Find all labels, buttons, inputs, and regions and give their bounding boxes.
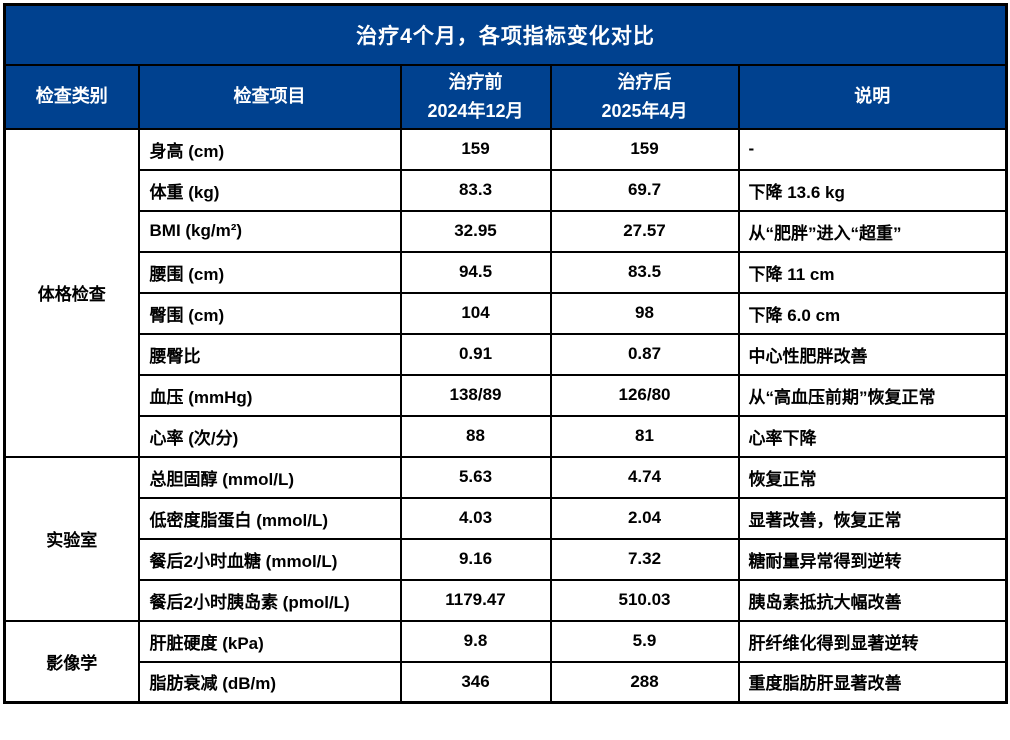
before-value-cell: 159: [399, 127, 552, 171]
note-cell: 下降 11 cm: [737, 250, 1008, 294]
note-cell: 糖耐量异常得到逆转: [737, 537, 1008, 581]
note-cell: 中心性肥胖改善: [737, 332, 1008, 376]
before-value-cell: 88: [399, 414, 552, 458]
header-label-line2: 2025年4月: [601, 100, 688, 121]
item-cell: 肝脏硬度 (kPa): [137, 619, 402, 663]
before-value-cell: 346: [399, 660, 552, 704]
after-value-cell: 27.57: [549, 209, 740, 253]
item-cell: 餐后2小时血糖 (mmol/L): [137, 537, 402, 581]
after-value-cell: 7.32: [549, 537, 740, 581]
table-row: 体重 (kg) 83.3 69.7 下降 13.6 kg: [5, 168, 1008, 212]
header-label-line1: 治疗后: [617, 71, 672, 92]
after-value-cell: 5.9: [549, 619, 740, 663]
after-value-cell: 126/80: [549, 373, 740, 417]
before-value-cell: 0.91: [399, 332, 552, 376]
before-value-cell: 94.5: [399, 250, 552, 294]
table-row: 脂肪衰减 (dB/m) 346 288 重度脂肪肝显著改善: [5, 660, 1008, 704]
table-row: 心率 (次/分) 88 81 心率下降: [5, 414, 1008, 458]
after-value-cell: 510.03: [549, 578, 740, 622]
table-title: 治疗4个月，各项指标变化对比: [3, 3, 1008, 66]
table-row: 低密度脂蛋白 (mmol/L) 4.03 2.04 显著改善，恢复正常: [5, 496, 1008, 540]
before-value-cell: 32.95: [399, 209, 552, 253]
after-value-cell: 0.87: [549, 332, 740, 376]
category-cell: 体格检查: [3, 127, 140, 458]
category-cell: 实验室: [3, 455, 140, 622]
item-cell: 体重 (kg): [137, 168, 402, 212]
before-value-cell: 138/89: [399, 373, 552, 417]
note-cell: 重度脂肪肝显著改善: [737, 660, 1008, 704]
before-value-cell: 5.63: [399, 455, 552, 499]
before-value-cell: 104: [399, 291, 552, 335]
col-header-note: 说明: [737, 63, 1008, 130]
note-cell: 下降 13.6 kg: [737, 168, 1008, 212]
item-cell: 身高 (cm): [137, 127, 402, 171]
note-cell: 从“高血压前期”恢复正常: [737, 373, 1008, 417]
note-cell: 从“肥胖”进入“超重”: [737, 209, 1008, 253]
note-cell: 恢复正常: [737, 455, 1008, 499]
table-row: 腰围 (cm) 94.5 83.5 下降 11 cm: [5, 250, 1008, 294]
table-body: 体格检查 身高 (cm) 159 159- 体重 (kg) 83.3 69.7 下降 13.6…: [3, 127, 1008, 704]
after-value-cell: 4.74: [549, 455, 740, 499]
note-cell: 下降 6.0 cm: [737, 291, 1008, 335]
item-cell: 血压 (mmHg): [137, 373, 402, 417]
col-header-before: 治疗前 2024年12月: [399, 63, 552, 130]
after-value-cell: 159: [549, 127, 740, 171]
table-row: 臀围 (cm) 104 98 下降 6.0 cm: [5, 291, 1008, 335]
note-cell: -: [737, 127, 1008, 171]
table-row: 餐后2小时血糖 (mmol/L) 9.16 7.32 糖耐量异常得到逆转: [5, 537, 1008, 581]
col-header-category: 检查类别: [3, 63, 140, 130]
col-header-after: 治疗后 2025年4月: [549, 63, 740, 130]
note-cell: 显著改善，恢复正常: [737, 496, 1008, 540]
before-value-cell: 4.03: [399, 496, 552, 540]
header-row: 检查类别 检查项目 治疗前 2024年12月 治疗后 2025年4月 说明: [3, 63, 1008, 130]
item-cell: 腰围 (cm): [137, 250, 402, 294]
note-cell: 胰岛素抵抗大幅改善: [737, 578, 1008, 622]
item-cell: 餐后2小时胰岛素 (pmol/L): [137, 578, 402, 622]
item-cell: 脂肪衰减 (dB/m): [137, 660, 402, 704]
note-cell: 心率下降: [737, 414, 1008, 458]
header-label: 说明: [854, 86, 891, 106]
table-row: 影像学 肝脏硬度 (kPa) 9.8 5.9 肝纤维化得到显著逆转: [3, 619, 1008, 704]
after-value-cell: 83.5: [549, 250, 740, 294]
after-value-cell: 69.7: [549, 168, 740, 212]
header-label-line1: 治疗前: [448, 71, 503, 92]
item-cell: 总胆固醇 (mmol/L): [137, 455, 402, 499]
before-value-cell: 9.16: [399, 537, 552, 581]
table-row: 体格检查 身高 (cm) 159 159-: [3, 127, 1008, 458]
table-row: 实验室 总胆固醇 (mmol/L) 5.63 4.74 恢复正常: [3, 455, 1008, 622]
item-cell: 心率 (次/分): [137, 414, 402, 458]
item-cell: 低密度脂蛋白 (mmol/L): [137, 496, 402, 540]
table-row: BMI (kg/m²) 32.95 27.57 从“肥胖”进入“超重”: [5, 209, 1008, 253]
comparison-table: 治疗4个月，各项指标变化对比 检查类别 检查项目 治疗前 2024年12月 治疗…: [3, 3, 1009, 704]
before-value-cell: 1179.47: [399, 578, 552, 622]
before-value-cell: 83.3: [399, 168, 552, 212]
header-label: 检查类别: [35, 86, 108, 106]
item-cell: BMI (kg/m²): [137, 209, 402, 253]
table-row: 血压 (mmHg) 138/89 126/80 从“高血压前期”恢复正常: [5, 373, 1008, 417]
item-cell: 臀围 (cm): [137, 291, 402, 335]
category-cell: 影像学: [3, 619, 140, 704]
title-row: 治疗4个月，各项指标变化对比: [3, 3, 1008, 66]
col-header-item: 检查项目: [137, 63, 402, 130]
header-label: 检查项目: [233, 86, 306, 106]
after-value-cell: 2.04: [549, 496, 740, 540]
table-row: 餐后2小时胰岛素 (pmol/L) 1179.47 510.03 胰岛素抵抗大幅改善: [5, 578, 1008, 622]
before-value-cell: 9.8: [399, 619, 552, 663]
after-value-cell: 98: [549, 291, 740, 335]
item-cell: 腰臀比: [137, 332, 402, 376]
after-value-cell: 288: [549, 660, 740, 704]
header-label-line2: 2024年12月: [427, 100, 524, 121]
after-value-cell: 81: [549, 414, 740, 458]
note-cell: 肝纤维化得到显著逆转: [737, 619, 1008, 663]
table-row: 腰臀比 0.91 0.87 中心性肥胖改善: [5, 332, 1008, 376]
